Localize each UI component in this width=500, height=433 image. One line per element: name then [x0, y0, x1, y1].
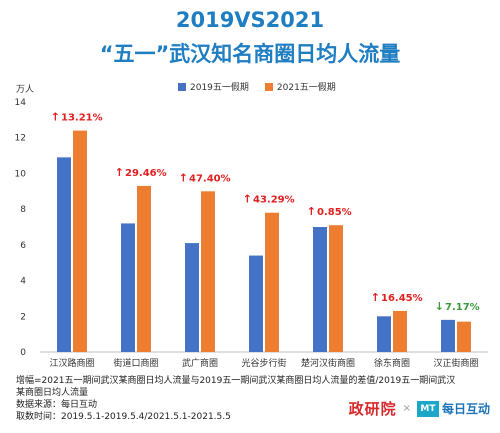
growth-label: 47.40% [189, 173, 231, 184]
x-tick-label: 街道口商圈 [113, 357, 158, 369]
growth-label: 29.46% [125, 168, 167, 179]
legend-label-2021: 2021五一假期 [276, 83, 336, 93]
growth-label: 13.21% [61, 113, 103, 124]
logo-separator: × [402, 403, 411, 414]
arrow-down-icon: ↓ [435, 300, 444, 313]
bar-2021 [393, 310, 407, 352]
x-tick-label: 江汉路商圈 [49, 357, 94, 369]
chart-title-line1: 2019VS2021 [175, 8, 325, 32]
arrow-up-icon: ↑ [243, 193, 252, 206]
arrow-up-icon: ↑ [115, 166, 124, 179]
arrow-up-icon: ↑ [371, 291, 380, 304]
y-tick-label: 0 [20, 348, 26, 358]
growth-label: 16.45% [381, 293, 423, 304]
bar-2019 [377, 316, 391, 352]
footnote-definition-cont: 某商圈日均人流量 [16, 388, 89, 398]
bar-2021 [137, 185, 151, 352]
y-tick-label: 10 [15, 169, 27, 179]
growth-label: 43.29% [253, 195, 295, 206]
x-tick-label: 楚河汉街商圈 [301, 357, 355, 369]
bar-2019 [185, 243, 199, 352]
legend-swatch-2021 [264, 82, 273, 91]
chart-title-line2: “五一”武汉知名商圈日均人流量 [99, 42, 401, 66]
arrow-up-icon: ↑ [307, 205, 316, 218]
bar-2021 [329, 225, 343, 352]
y-tick-label: 6 [20, 241, 26, 251]
bar-2021 [265, 212, 279, 352]
bar-2019 [57, 157, 71, 352]
x-tick-label: 光谷步行街 [241, 357, 286, 369]
footnote: 增幅=2021五一期间武汉某商圈日均人流量与2019五一期间武汉某商圈日均人流量… [16, 375, 486, 423]
y-tick-label: 2 [20, 312, 26, 322]
x-tick-label: 武广商圈 [182, 357, 218, 369]
bar-2019 [441, 319, 455, 352]
bar-2021 [73, 130, 87, 352]
y-tick-label: 8 [20, 205, 26, 215]
bar-2019 [121, 223, 135, 352]
chart-legend: 2019五一假期 2021五一假期 [178, 80, 336, 93]
logos: 政研院 × MT 每日互动 [349, 398, 490, 419]
footnote-period: 取数时间：2019.5.1-2019.5.4/2021.5.1-2021.5.5 [16, 412, 231, 422]
legend-item-2019: 2019五一假期 [178, 80, 249, 93]
footnote-source: 数据来源：每日互动 [16, 400, 98, 410]
meiri-hudong-text: 每日互动 [441, 402, 490, 416]
y-axis-unit: 万人 [16, 85, 35, 95]
arrow-up-icon: ↑ [179, 171, 188, 184]
y-tick-label: 12 [15, 134, 26, 144]
bar-2019 [313, 227, 327, 352]
growth-label: 7.17% [445, 302, 480, 313]
bar-2021 [201, 191, 215, 352]
bar-2019 [249, 255, 263, 352]
mt-icon: MT [416, 400, 439, 417]
yanjiuyuan-logo: 政研院 [348, 400, 397, 418]
footnote-definition: 增幅=2021五一期间武汉某商圈日均人流量与2019五一期间武汉某商圈日均人流量… [16, 376, 456, 386]
legend-swatch-2019 [178, 82, 186, 91]
arrow-up-icon: ↑ [51, 111, 60, 124]
x-tick-label: 汉正街商圈 [433, 357, 478, 369]
y-tick-label: 14 [15, 98, 27, 108]
bar-2021 [457, 321, 471, 352]
x-tick-label: 徐东商圈 [374, 357, 410, 369]
legend-item-2021: 2021五一假期 [264, 80, 336, 93]
growth-label: 0.85% [317, 207, 352, 218]
y-tick-label: 4 [20, 277, 26, 287]
legend-label-2019: 2019五一假期 [190, 83, 249, 93]
meiri-hudong-logo: MT 每日互动 [416, 400, 490, 417]
